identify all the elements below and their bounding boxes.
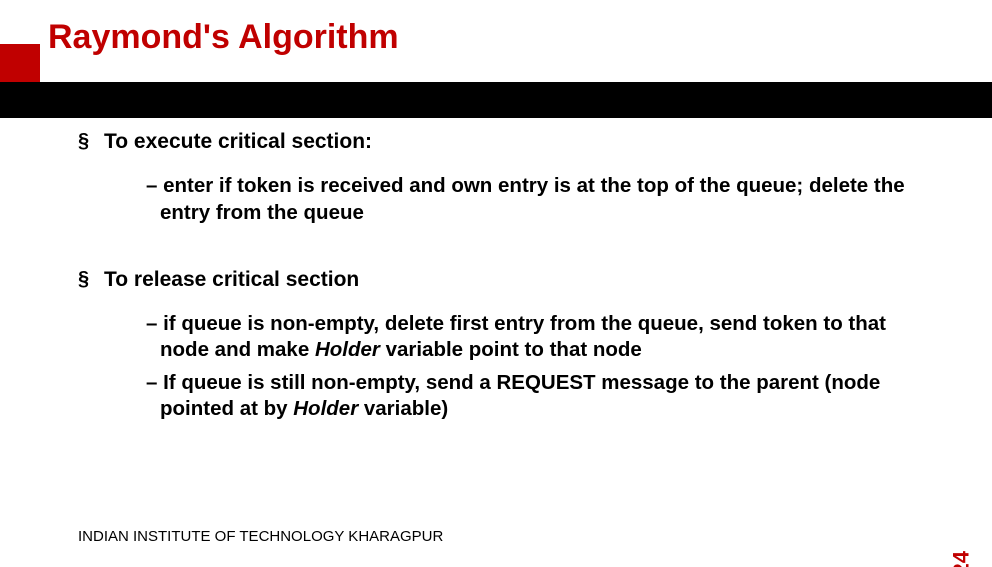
title-underbar xyxy=(0,82,992,118)
sub-bullet-text: – if queue is non-empty, delete first en… xyxy=(146,311,922,363)
footer-text: INDIAN INSTITUTE OF TECHNOLOGY KHARAGPUR xyxy=(78,528,443,545)
page-number: 24 xyxy=(948,551,974,567)
bullet-item: § To release critical section xyxy=(78,266,952,293)
bullet-marker: § xyxy=(78,128,94,154)
bullet-item: § To execute critical section: xyxy=(78,128,952,155)
accent-block xyxy=(0,44,40,82)
slide-title: Raymond's Algorithm xyxy=(48,18,399,57)
sub-bullet: – enter if token is received and own ent… xyxy=(146,173,922,225)
sub-bullet: – If queue is still non-empty, send a RE… xyxy=(146,370,922,422)
sub-bullet-text: – If queue is still non-empty, send a RE… xyxy=(146,370,922,422)
sub-bullet-text: – enter if token is received and own ent… xyxy=(146,173,922,225)
content-area: § To execute critical section: – enter i… xyxy=(78,128,952,428)
slide: Raymond's Algorithm § To execute critica… xyxy=(0,0,992,567)
sub-bullet: – if queue is non-empty, delete first en… xyxy=(146,311,922,363)
bullet-text: To release critical section xyxy=(104,266,359,293)
bullet-marker: § xyxy=(78,266,94,292)
bullet-text: To execute critical section: xyxy=(104,128,372,155)
